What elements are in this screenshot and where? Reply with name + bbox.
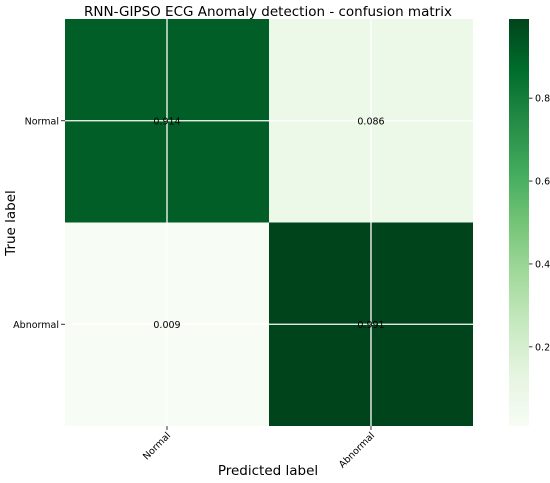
x-axis-label: Predicted label <box>218 463 318 479</box>
colorbar <box>509 19 529 426</box>
cell-value-label: 0.009 <box>153 320 180 331</box>
colorbar-ticks: 0.2 0.4 0.6 0.8 <box>529 94 550 353</box>
cell-value-label: 0.914 <box>153 116 180 127</box>
colorbar-tick-label: 0.2 <box>535 342 550 353</box>
x-tick-label: Normal <box>141 430 173 462</box>
cell-value-labels: 0.914 0.086 0.009 0.991 <box>153 116 384 331</box>
y-tick-labels: Normal Abnormal <box>13 116 65 331</box>
y-tick-label: Abnormal <box>13 320 59 331</box>
colorbar-tick-label: 0.8 <box>535 94 550 105</box>
x-tick-label: Abnormal <box>337 430 377 470</box>
chart-title: RNN-GIPSO ECG Anomaly detection - confus… <box>84 4 452 20</box>
colorbar-tick-label: 0.6 <box>535 177 550 188</box>
y-tick-label: Normal <box>25 116 59 127</box>
heatmap-cells <box>65 19 473 426</box>
cell-value-label: 0.086 <box>357 116 384 127</box>
y-axis-label: True label <box>3 190 19 257</box>
cell-value-label: 0.991 <box>357 320 384 331</box>
colorbar-tick-label: 0.4 <box>535 259 550 270</box>
grid-lines <box>65 19 473 426</box>
